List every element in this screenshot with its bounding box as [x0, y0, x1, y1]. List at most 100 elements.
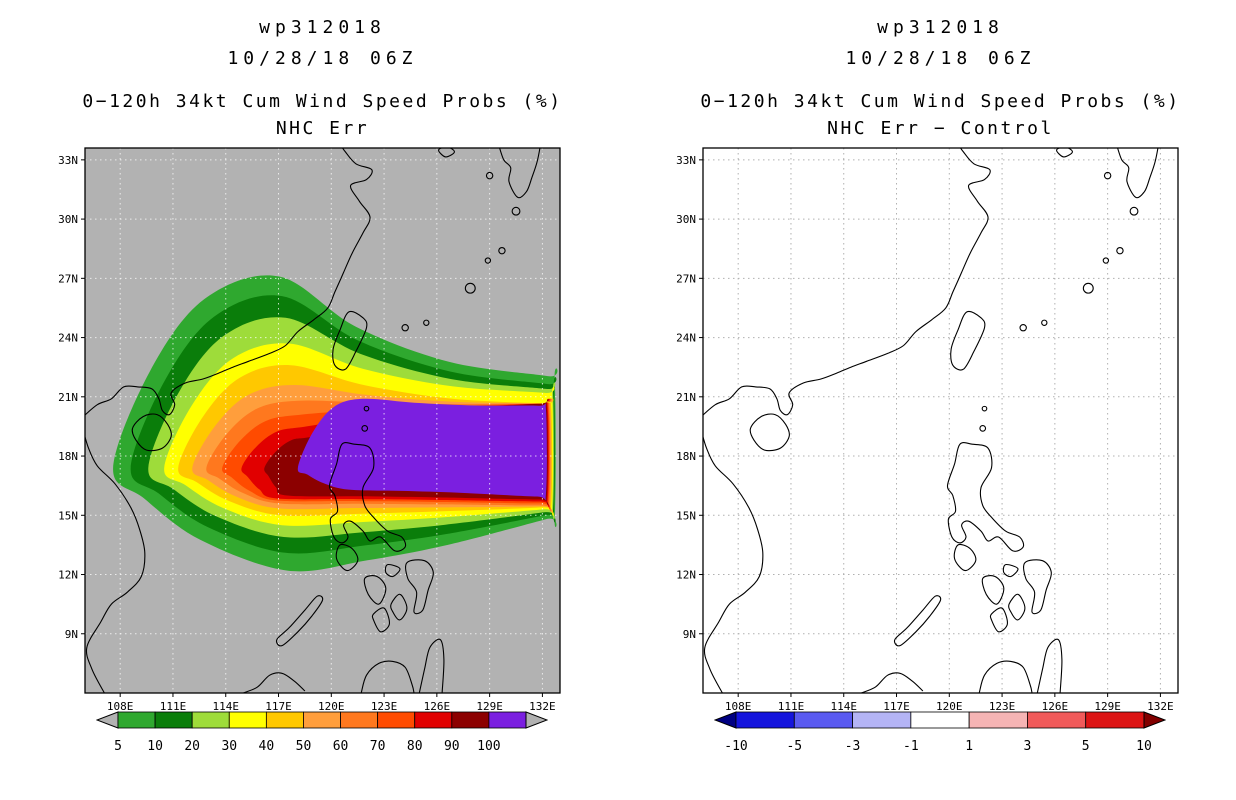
colorbar-cell [1027, 711, 1087, 729]
lat-tick-label: 15N [58, 509, 78, 522]
colorbar-svg-1: -10 -5 -3 -1 1 3 5 10 [714, 711, 1166, 754]
init-time: 10/28/18 06Z [845, 48, 1036, 69]
colorbar-cell [451, 711, 490, 729]
storm-id: wp312018 [877, 17, 1004, 38]
lon-tick-label: 117E [265, 700, 292, 713]
colorbar-cell [968, 711, 1028, 729]
probability-contours [113, 275, 558, 572]
colorbar-svg-0: 5 10 20 30 40 50 60 70 80 90 100 [96, 711, 548, 754]
lon-tick-label: 132E [1147, 700, 1174, 713]
colorbar-cell [377, 711, 416, 729]
colorbar-label: 80 [407, 739, 423, 754]
lat-tick-label: 33N [676, 154, 696, 167]
colorbar-label: 50 [296, 739, 312, 754]
lat-tick-label: 33N [58, 154, 78, 167]
colorbar-label: 5 [114, 739, 122, 754]
colorbar-left-arrow [714, 711, 737, 729]
plot-subtitle: NHC Err [275, 118, 370, 139]
panel-right-titles: wp312018 10/28/18 06Z 0−120h 34kt Cum Wi… [653, 12, 1228, 142]
colorbar-label: 3 [1024, 739, 1032, 754]
colorbar-cell [154, 711, 193, 729]
axis-labels: 108E 111E 114E 117E 120E 123E 126E 129E 132E 9N 12… [58, 154, 556, 713]
lat-tick-label: 30N [676, 213, 696, 226]
map-frame [702, 147, 1179, 694]
plot-title: 0−120h 34kt Cum Wind Speed Probs (%) [700, 91, 1181, 112]
colorbar-label: 100 [477, 739, 500, 754]
colorbar-label: 5 [1082, 739, 1090, 754]
colorbar-cell [488, 711, 527, 729]
lat-tick-label: 12N [58, 569, 78, 582]
lon-tick-label: 108E [107, 700, 133, 713]
colorbar-right-arrow [525, 711, 548, 729]
panel-nhc-err: wp312018 10/28/18 06Z 0−120h 34kt Cum Wi… [35, 12, 610, 754]
lat-tick-label: 24N [58, 332, 78, 345]
colorbar-label: 30 [221, 739, 237, 754]
lon-tick-label: 123E [371, 700, 398, 713]
colorbar-cell [910, 711, 970, 729]
colorbar-cell [340, 711, 379, 729]
lon-tick-label: 132E [529, 700, 556, 713]
colorbar-cell [1085, 711, 1145, 729]
panel-left-titles: wp312018 10/28/18 06Z 0−120h 34kt Cum Wi… [35, 12, 610, 142]
map-background [703, 148, 1178, 693]
lat-tick-label: 12N [676, 569, 696, 582]
lat-tick-label: 21N [676, 391, 696, 404]
lat-tick-label: 9N [683, 628, 696, 641]
lat-tick-label: 24N [676, 332, 696, 345]
colorbar-label: 90 [444, 739, 460, 754]
colorbar-cell [852, 711, 912, 729]
lon-tick-label: 120E [936, 700, 963, 713]
coastlines [703, 148, 1159, 693]
colorbar-label: 70 [370, 739, 386, 754]
colorbar-cell [228, 711, 267, 729]
colorbar-label: 20 [184, 739, 200, 754]
colorbar-cell [117, 711, 156, 729]
map-svg-1: 108E 111E 114E 117E 120E 123E 126E 129E 132E 9N 12… [676, 147, 1179, 713]
colorbar-label: -5 [786, 739, 802, 754]
lat-tick-label: 18N [676, 450, 696, 463]
map-svg-0: 108E 111E 114E 117E 120E 123E 126E 129E 132E 9N 12… [58, 147, 561, 713]
colorbar-right-arrow [1143, 711, 1166, 729]
lon-tick-label: 129E [476, 700, 503, 713]
grid-lines [85, 148, 560, 693]
grid-lines [703, 148, 1178, 693]
lat-tick-label: 27N [676, 272, 696, 285]
colorbar-label: -3 [845, 739, 861, 754]
lat-tick-label: 21N [58, 391, 78, 404]
storm-id: wp312018 [259, 17, 386, 38]
lon-tick-label: 123E [989, 700, 1016, 713]
plot-title: 0−120h 34kt Cum Wind Speed Probs (%) [82, 91, 563, 112]
colorbar-label: 60 [333, 739, 349, 754]
axis-labels: 108E 111E 114E 117E 120E 123E 126E 129E 132E 9N 12… [676, 154, 1174, 713]
lon-tick-label: 126E [1042, 700, 1069, 713]
colorbar-cell [414, 711, 453, 729]
colorbar-cell [735, 711, 795, 729]
lat-tick-label: 27N [58, 272, 78, 285]
map-frame [84, 147, 561, 694]
colorbar-cell [265, 711, 304, 729]
init-time: 10/28/18 06Z [227, 48, 418, 69]
lon-tick-label: 114E [830, 700, 857, 713]
map-layers [703, 148, 1178, 693]
lon-tick-label: 111E [160, 700, 187, 713]
colorbar-label: -10 [724, 739, 747, 754]
coastlines [85, 148, 541, 693]
colorbar-label: 10 [1136, 739, 1152, 754]
lat-tick-label: 18N [58, 450, 78, 463]
colorbar-label: 40 [259, 739, 275, 754]
panel-nhc-err-minus-control: wp312018 10/28/18 06Z 0−120h 34kt Cum Wi… [618, 0, 1236, 800]
lat-tick-label: 15N [676, 509, 696, 522]
map-layers [85, 148, 560, 693]
lon-tick-label: 108E [725, 700, 752, 713]
lon-tick-label: 117E [883, 700, 910, 713]
lon-tick-label: 111E [778, 700, 805, 713]
colorbar-label: 1 [965, 739, 973, 754]
contour-level-100 [297, 398, 547, 502]
lat-tick-label: 9N [65, 628, 78, 641]
lon-tick-label: 114E [212, 700, 239, 713]
plot-subtitle: NHC Err − Control [827, 118, 1054, 139]
colorbar-label: 10 [147, 739, 163, 754]
lon-tick-label: 126E [424, 700, 451, 713]
colorbar-cell [303, 711, 341, 729]
